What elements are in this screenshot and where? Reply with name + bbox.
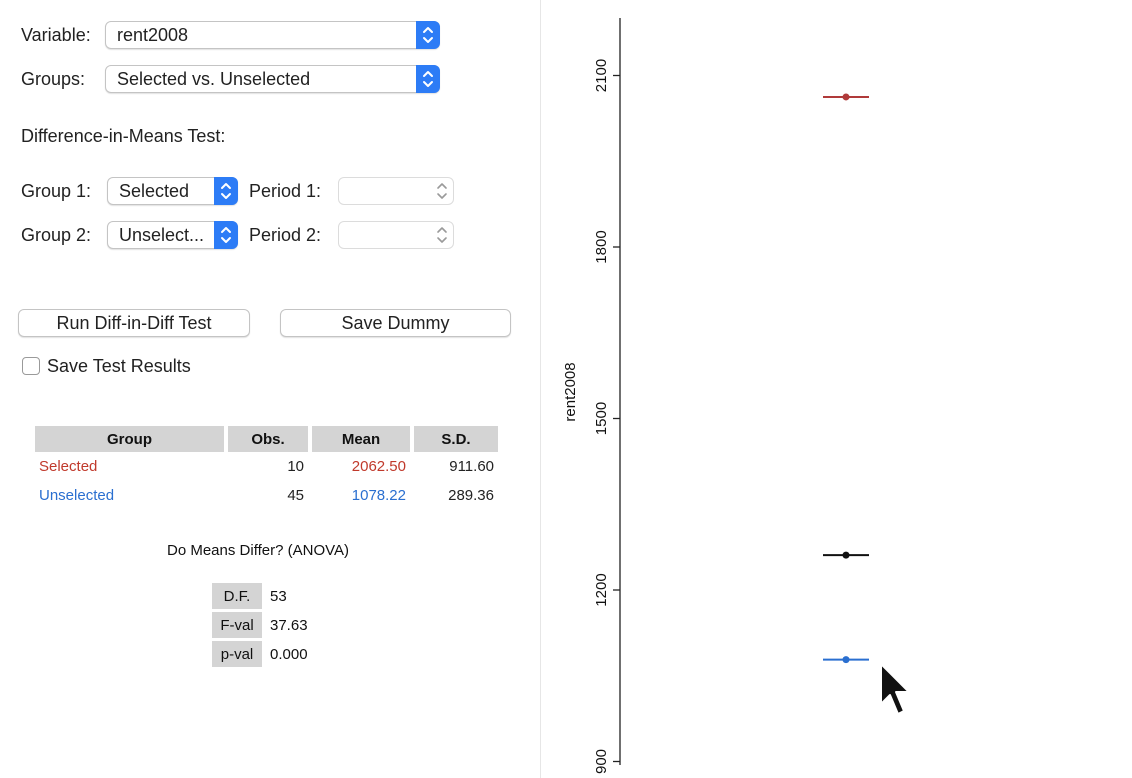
table-row: p-val 0.000 (212, 641, 308, 667)
run-diff-in-diff-button[interactable]: Run Diff-in-Diff Test (18, 309, 250, 337)
group-name: Selected (39, 458, 98, 475)
sd-value: 289.36 (448, 487, 494, 504)
period2-select[interactable] (338, 221, 454, 249)
period1-label: Period 1: (249, 181, 322, 201)
save-test-results-label: Save Test Results (47, 356, 191, 376)
save-test-results-checkbox[interactable] (22, 357, 40, 375)
header-group: Group (35, 426, 224, 452)
groups-select[interactable]: Selected vs. Unselected (105, 65, 440, 93)
up-down-chevron-icon (214, 221, 238, 249)
mean-point (842, 656, 850, 664)
group2-select[interactable]: Unselect... (107, 221, 238, 249)
y-tick-label: 2100 (593, 59, 610, 92)
up-down-chevron-icon (430, 177, 454, 205)
table-row: Unselected 45 1078.22 289.36 (35, 481, 498, 510)
means-plot: 900 1200 1500 1800 2100 rent2008 (562, 18, 910, 774)
groups-label: Groups: (21, 69, 86, 89)
variable-select[interactable]: rent2008 (105, 21, 440, 49)
group-name: Unselected (39, 487, 115, 504)
up-down-chevron-icon (430, 221, 454, 249)
groups-select-value: Selected vs. Unselected (117, 69, 311, 89)
save-dummy-button[interactable]: Save Dummy (280, 309, 511, 337)
table-header-row: Group Obs. Mean S.D. (35, 426, 498, 452)
up-down-chevron-icon (416, 65, 440, 93)
anova-table: D.F. 53 F-val 37.63 p-val 0.000 (212, 580, 308, 670)
variable-label: Variable: (21, 25, 91, 45)
group1-select-value: Selected (119, 181, 190, 201)
header-mean: Mean (312, 426, 410, 452)
y-axis-label: rent2008 (562, 362, 579, 421)
anova-label: p-val (212, 641, 262, 667)
table-row: D.F. 53 (212, 583, 308, 609)
mouse-cursor-icon (880, 663, 910, 715)
group1-label: Group 1: (21, 181, 92, 201)
header-obs: Obs. (228, 426, 308, 452)
header-sd: S.D. (414, 426, 498, 452)
table-row: F-val 37.63 (212, 612, 308, 638)
table-row: Selected 10 2062.50 911.60 (35, 452, 498, 481)
group2-label: Group 2: (21, 225, 92, 245)
sd-value: 911.60 (449, 458, 494, 475)
period2-label: Period 2: (249, 225, 322, 245)
y-tick-label: 1500 (593, 402, 610, 435)
panel-divider (540, 0, 541, 778)
anova-label: F-val (212, 612, 262, 638)
obs-value: 45 (287, 487, 304, 504)
mean-point (842, 93, 850, 101)
y-tick-label: 900 (593, 749, 610, 774)
mean-value: 2062.50 (351, 458, 406, 475)
anova-value: 37.63 (270, 616, 308, 634)
up-down-chevron-icon (416, 21, 440, 49)
period1-select[interactable] (338, 177, 454, 205)
anova-title: Do Means Differ? (ANOVA) (167, 542, 349, 559)
mean-point (842, 551, 850, 559)
mean-value: 1078.22 (351, 487, 406, 504)
up-down-chevron-icon (214, 177, 238, 205)
anova-value: 53 (270, 587, 287, 605)
anova-label: D.F. (212, 583, 262, 609)
test-heading: Difference-in-Means Test: (21, 126, 226, 146)
obs-value: 10 (287, 458, 304, 475)
y-tick-label: 1200 (593, 573, 610, 606)
group-stats-table: Group Obs. Mean S.D. Selected 10 2062.50… (31, 426, 502, 510)
group1-select[interactable]: Selected (107, 177, 238, 205)
anova-value: 0.000 (270, 645, 308, 663)
group2-select-value: Unselect... (119, 225, 205, 245)
y-tick-label: 1800 (593, 230, 610, 263)
variable-select-value: rent2008 (117, 25, 189, 45)
